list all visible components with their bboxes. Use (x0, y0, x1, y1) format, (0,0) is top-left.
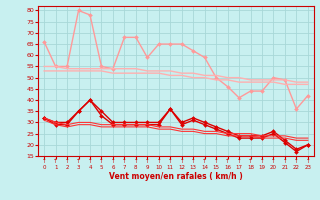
X-axis label: Vent moyen/en rafales ( km/h ): Vent moyen/en rafales ( km/h ) (109, 172, 243, 181)
